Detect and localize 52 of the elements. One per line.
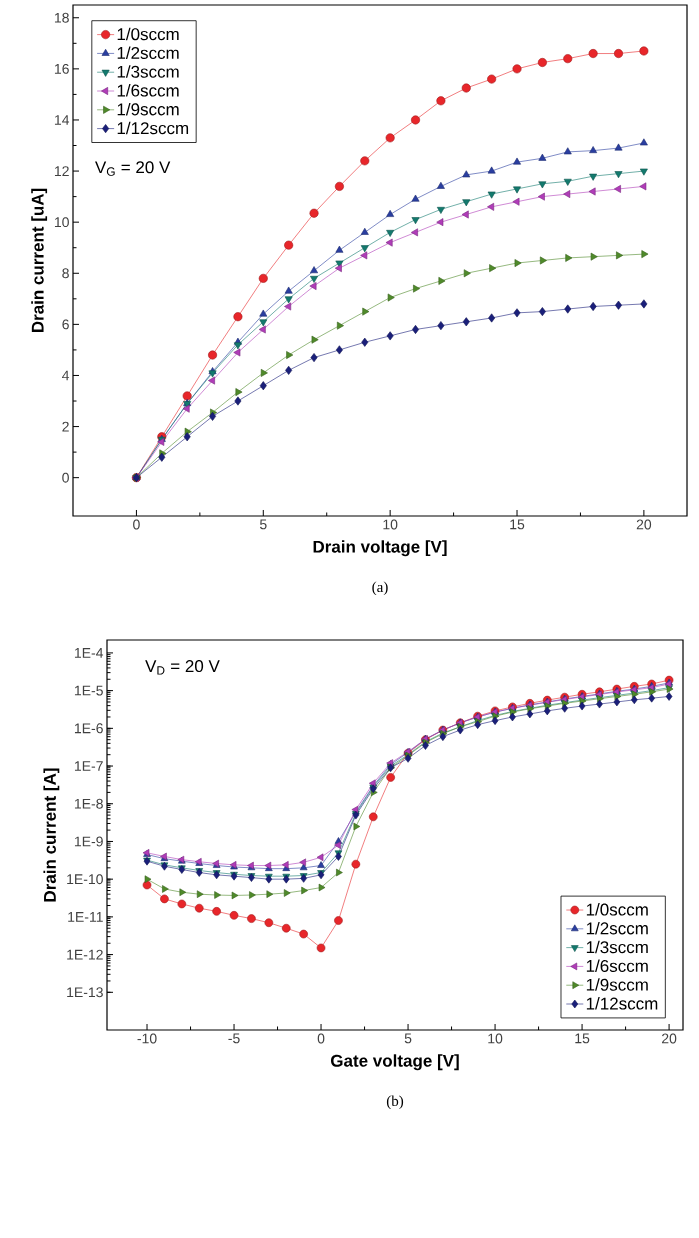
x-tick-label: 15	[510, 519, 525, 530]
y-tick-label: 1E-12	[67, 949, 103, 960]
y-axis-title: Drain current [uA]	[31, 188, 48, 333]
legend-label: 1/6sccm	[586, 959, 648, 972]
y-tick-label: 10	[54, 217, 69, 228]
y-tick-label: 8	[62, 268, 69, 279]
x-tick-label: -10	[137, 1033, 157, 1044]
y-tick-label: 12	[54, 166, 69, 176]
x-tick-label: 0	[133, 519, 140, 530]
y-tick-label: 0	[62, 472, 69, 483]
annotation: V$_{D}$ = 20 V	[145, 660, 220, 675]
y-tick-label: 1E-11	[68, 912, 103, 922]
text: (a)	[372, 581, 388, 596]
y-tick-label: 1E-5	[74, 685, 103, 696]
legend-label: 1/3sccm	[117, 65, 179, 78]
x-tick-label: 5	[404, 1033, 412, 1044]
y-tick-label: 1E-6	[74, 723, 103, 734]
legend-label: 1/6sccm	[117, 84, 179, 97]
y-tick-label: 1E-10	[67, 874, 103, 885]
legend-label: 1/3sccm	[586, 940, 648, 954]
x-axis-title: Drain voltage [V]	[313, 540, 447, 557]
y-tick-label: 4	[62, 370, 70, 381]
y-tick-label: 18	[54, 12, 69, 23]
x-tick-label: 0	[317, 1033, 325, 1044]
y-tick-label: 1E-7	[74, 761, 103, 771]
x-tick-label: 20	[636, 519, 652, 530]
legend-label: 1/0sccm	[586, 903, 648, 916]
x-tick-label: 10	[383, 519, 398, 530]
x-tick-label: 10	[488, 1033, 503, 1044]
y-tick-label: 1E-9	[74, 836, 103, 847]
text: (b)	[386, 1095, 404, 1110]
legend-label: 1/12sccm	[117, 121, 189, 135]
x-tick-label: -5	[228, 1033, 240, 1044]
legend-label: 1/0sccm	[117, 27, 179, 41]
x-axis-title: Gate voltage [V]	[331, 1054, 459, 1071]
legend-label: 1/2sccm	[586, 921, 648, 935]
legend-label: 1/9sccm	[117, 102, 179, 116]
y-tick-label: 1E-8	[74, 798, 103, 809]
legend-label: 1/12sccm	[586, 997, 658, 1010]
legend-label: 1/2sccm	[117, 46, 179, 59]
y-tick-label: 16	[54, 63, 69, 74]
annotation: V$_{G}$ = 20 V	[95, 161, 171, 176]
legend-label: 1/9sccm	[586, 978, 648, 991]
y-tick-label: 1E-4	[74, 648, 104, 658]
x-tick-label: 20	[662, 1033, 677, 1044]
y-tick-label: 2	[62, 421, 69, 432]
x-tick-label: 5	[259, 519, 267, 530]
x-tick-label: 15	[575, 1033, 590, 1044]
y-tick-label: 6	[62, 319, 69, 330]
y-tick-label: 14	[54, 115, 70, 125]
y-tick-label: 1E-13	[67, 987, 103, 998]
y-axis-title: Drain current [A]	[43, 768, 60, 902]
